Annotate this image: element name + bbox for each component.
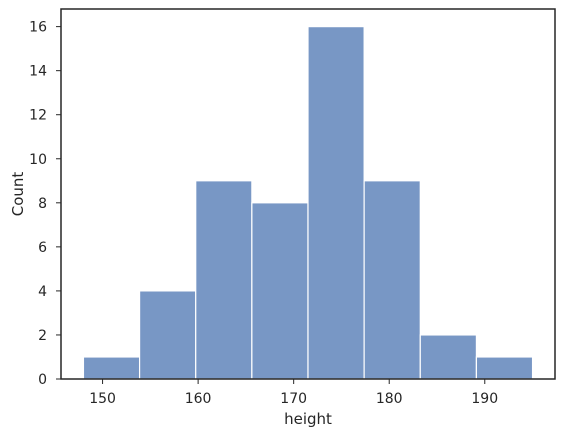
histogram-bar-2: [138, 290, 197, 380]
y-tick-label-4: 4: [38, 284, 47, 300]
histogram-bar-3: [195, 180, 253, 380]
y-axis-label: Count: [9, 172, 27, 217]
histogram-bar-5: [307, 26, 365, 380]
y-tick-label-6: 6: [38, 240, 47, 256]
plot-frame: [60, 8, 556, 380]
x-tick-label-190: 190: [471, 391, 498, 407]
x-tick-label-180: 180: [376, 391, 403, 407]
y-tick-label-14: 14: [29, 64, 47, 80]
x-axis-label: height: [284, 410, 332, 428]
y-tick-label-12: 12: [29, 108, 47, 124]
histogram-bar-1: [82, 356, 141, 380]
x-tick-label-170: 170: [280, 391, 307, 407]
histogram-bar-4: [251, 202, 309, 380]
x-axis-ticks: 150 160 170 180 190: [89, 379, 498, 407]
histogram-bars: [82, 26, 534, 380]
y-axis-ticks: 0 2 4 6 8 10 12 14 16: [29, 20, 61, 388]
y-tick-label-8: 8: [38, 196, 47, 212]
y-tick-label-10: 10: [29, 152, 47, 168]
histogram-bar-7: [419, 334, 478, 380]
histogram-bar-6: [363, 180, 421, 380]
x-tick-label-160: 160: [185, 391, 212, 407]
y-tick-label-2: 2: [38, 328, 47, 344]
histogram-bar-8: [475, 356, 534, 380]
x-tick-label-150: 150: [89, 391, 116, 407]
y-tick-label-16: 16: [29, 20, 47, 36]
y-tick-label-0: 0: [38, 372, 47, 388]
